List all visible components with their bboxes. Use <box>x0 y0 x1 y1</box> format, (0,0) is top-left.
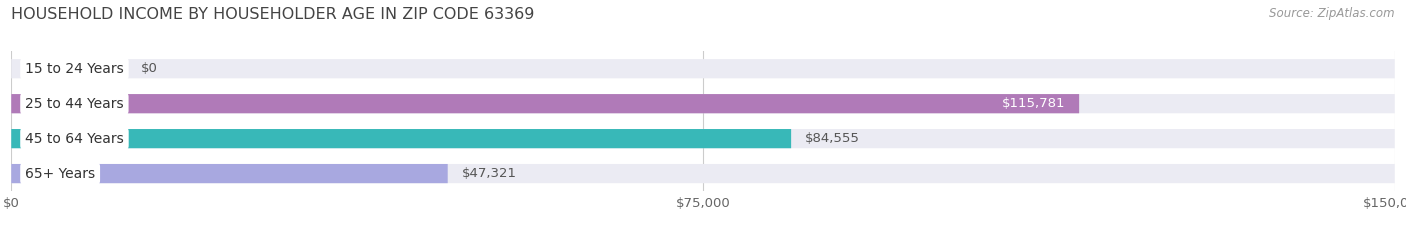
Text: $0: $0 <box>141 62 157 75</box>
FancyBboxPatch shape <box>11 59 1395 78</box>
Text: HOUSEHOLD INCOME BY HOUSEHOLDER AGE IN ZIP CODE 63369: HOUSEHOLD INCOME BY HOUSEHOLDER AGE IN Z… <box>11 7 534 22</box>
Text: $84,555: $84,555 <box>806 132 860 145</box>
FancyBboxPatch shape <box>11 94 1080 113</box>
Text: $115,781: $115,781 <box>1002 97 1066 110</box>
Text: 65+ Years: 65+ Years <box>25 167 96 181</box>
Text: 25 to 44 Years: 25 to 44 Years <box>25 97 124 111</box>
FancyBboxPatch shape <box>11 164 1395 183</box>
FancyBboxPatch shape <box>11 129 792 148</box>
FancyBboxPatch shape <box>11 94 1395 113</box>
FancyBboxPatch shape <box>11 129 1395 148</box>
Text: Source: ZipAtlas.com: Source: ZipAtlas.com <box>1270 7 1395 20</box>
Text: 15 to 24 Years: 15 to 24 Years <box>25 62 124 76</box>
Text: $47,321: $47,321 <box>461 167 516 180</box>
FancyBboxPatch shape <box>11 164 447 183</box>
Text: 45 to 64 Years: 45 to 64 Years <box>25 132 124 146</box>
